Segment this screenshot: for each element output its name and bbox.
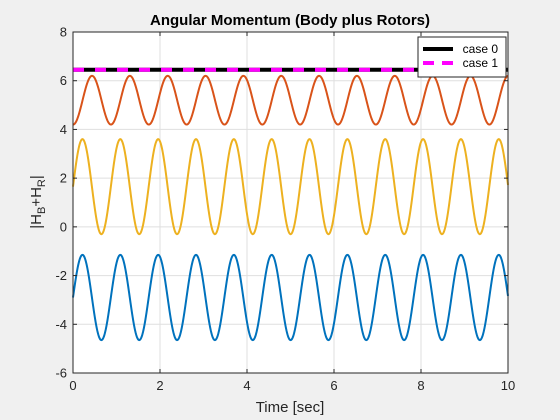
x-tick-label: 6 [330, 378, 337, 393]
y-tick-label: -6 [55, 366, 67, 381]
x-tick-label: 4 [243, 378, 250, 393]
series-line-3 [72, 74, 509, 126]
legend-label: case 0 [463, 42, 499, 56]
axes-box [72, 31, 509, 374]
axis-ticks: 0 2 4 6 8 10 -6 -4 -2 0 2 4 6 8 [55, 25, 515, 394]
y-tick-label: 8 [60, 25, 67, 40]
plot-area [73, 32, 508, 373]
y-tick-label: 2 [60, 171, 67, 186]
y-tick-label: -2 [55, 268, 67, 283]
y-tick-label: 6 [60, 73, 67, 88]
y-tick-label: 4 [60, 122, 67, 137]
x-axis-label: Time [sec] [256, 399, 325, 416]
y-tick-label: 0 [60, 219, 67, 234]
legend-label: case 1 [463, 56, 499, 70]
series-line-5 [72, 253, 509, 342]
y-tick-label: -4 [55, 317, 67, 332]
x-tick-label: 2 [156, 378, 163, 393]
y-axis-label: |HB+HR| [28, 175, 48, 229]
x-tick-label: 10 [501, 378, 515, 393]
series-line-4 [72, 138, 509, 236]
x-tick-label: 0 [69, 378, 76, 393]
legend-box [417, 36, 507, 78]
chart-title: Angular Momentum (Body plus Rotors) [150, 12, 430, 29]
x-tick-label: 8 [417, 378, 424, 393]
